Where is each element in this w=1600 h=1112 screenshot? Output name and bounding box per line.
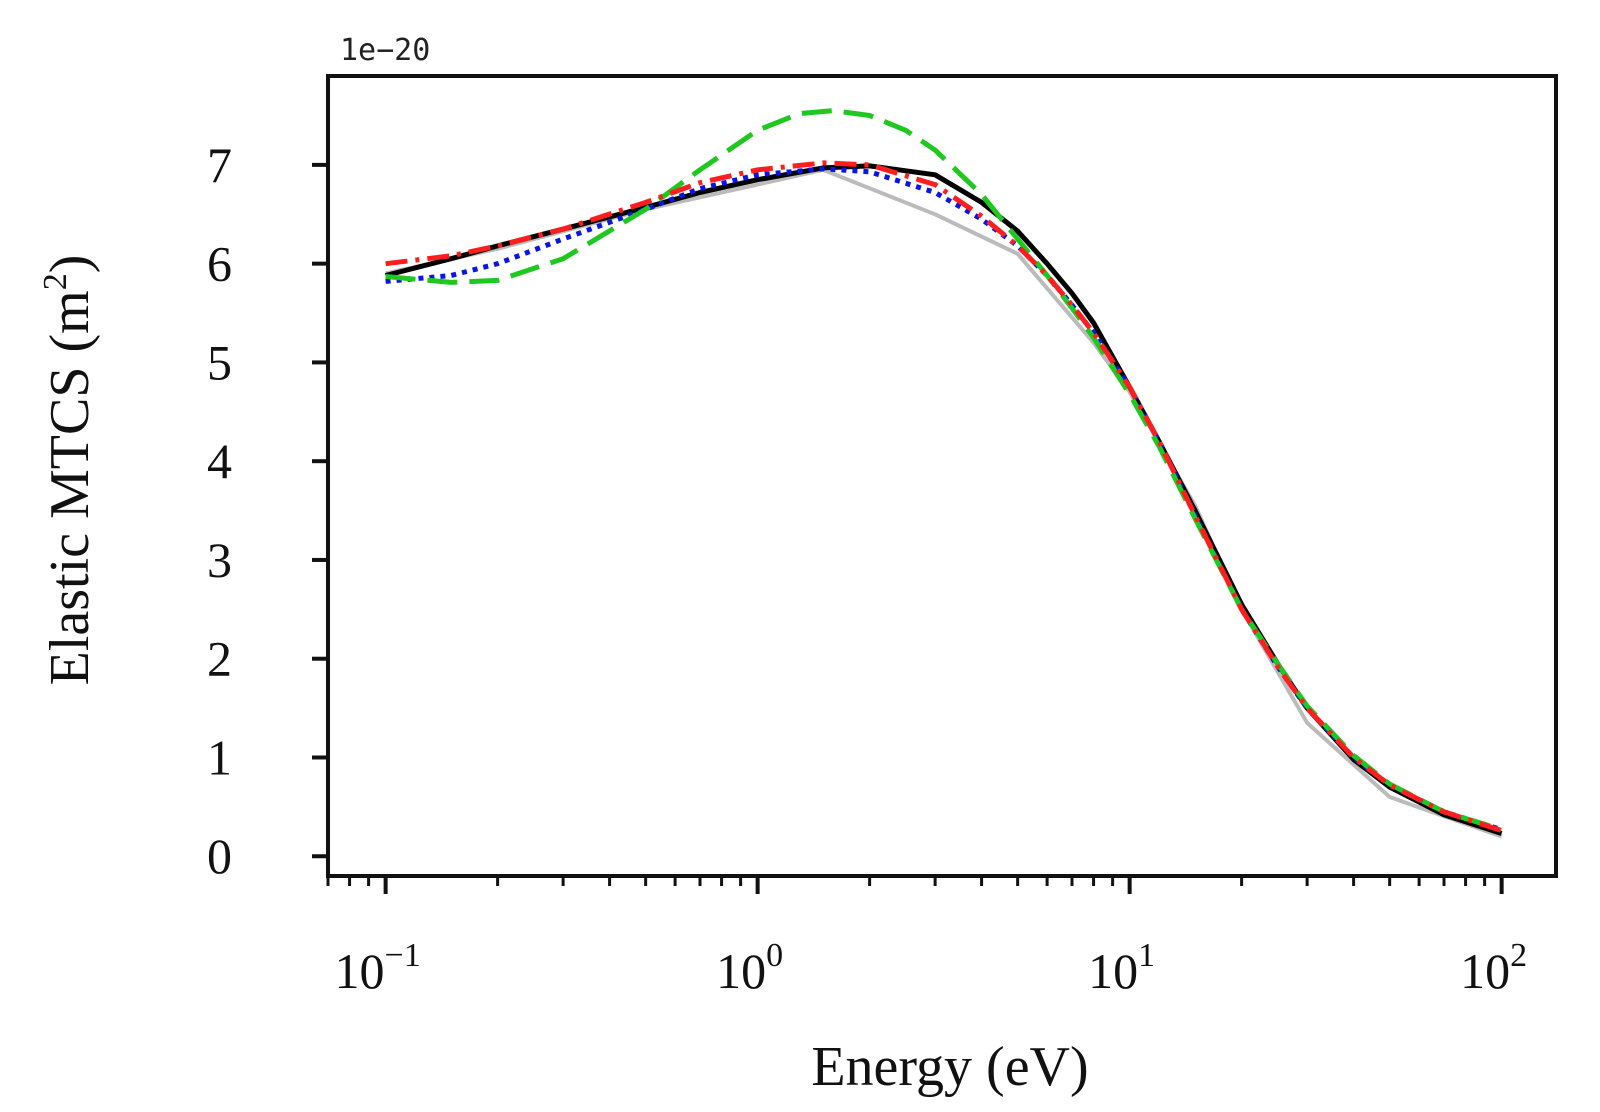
y-tick-label: 5 <box>207 334 232 390</box>
series-line-blue-dotted <box>385 166 1503 832</box>
y-tick-label: 6 <box>207 236 232 292</box>
y-axis-label: Elastic MTCS (m2) <box>37 255 101 686</box>
series-layer <box>384 108 1503 839</box>
y-axis-label-close: ) <box>39 255 101 274</box>
y-axis-label-text: Elastic MTCS (m <box>39 290 101 685</box>
x-tick-label: 101 <box>1088 937 1155 999</box>
x-tick-label: 10−1 <box>335 937 421 999</box>
x-tick-exponent: 2 <box>1510 937 1527 974</box>
x-tick-base: 10 <box>716 943 766 999</box>
x-tick-label: 102 <box>1460 937 1527 999</box>
x-tick-base: 10 <box>1088 943 1138 999</box>
x-tick-base: 10 <box>335 943 385 999</box>
x-axis-label: Energy (eV) <box>811 1036 1088 1098</box>
x-tick-exponent: −1 <box>385 937 421 974</box>
series-line-reference-gray <box>385 167 1503 839</box>
series-line-red-dashdot <box>385 160 1503 833</box>
y-tick-label: 7 <box>207 137 232 193</box>
plot-frame <box>326 74 1558 878</box>
x-tick-base: 10 <box>1460 943 1510 999</box>
y-offset-label: 1e−20 <box>340 33 430 68</box>
y-tick-label: 4 <box>207 433 232 489</box>
y-tick-label: 2 <box>207 631 232 687</box>
y-tick-label: 0 <box>207 828 232 884</box>
y-axis-label-unit-exponent: 2 <box>37 273 74 290</box>
x-tick-exponent: 1 <box>1138 937 1155 974</box>
x-tick-exponent: 0 <box>766 937 783 974</box>
y-tick-label: 3 <box>207 532 232 588</box>
y-tick-label: 1 <box>207 729 232 785</box>
x-tick-label: 100 <box>716 937 783 999</box>
